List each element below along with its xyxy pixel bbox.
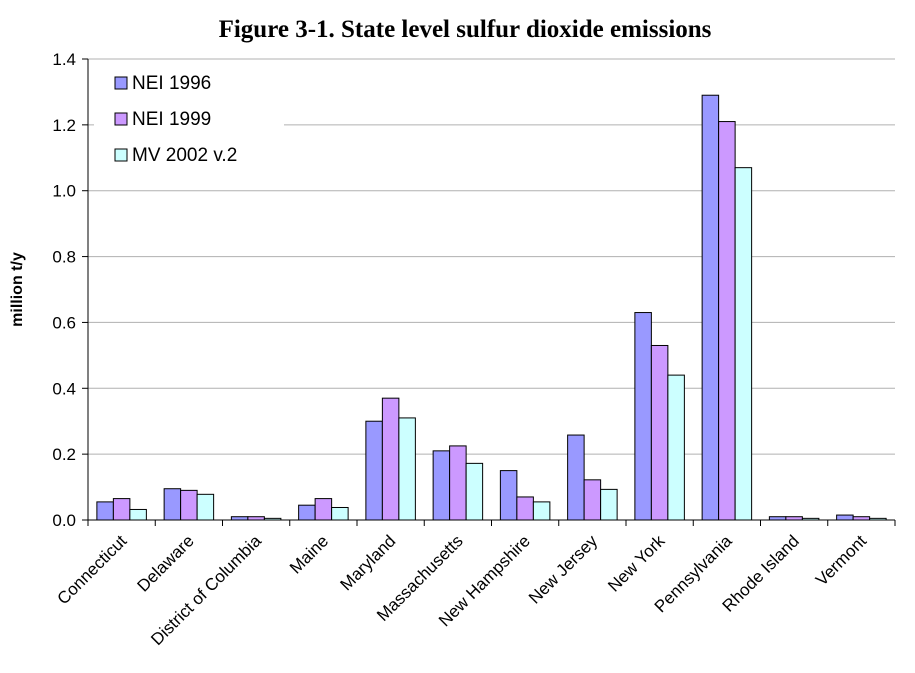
bar [365,420,383,521]
bar [112,498,131,521]
bar [634,312,652,521]
y-axis-label: million t/y [9,252,26,327]
bar [600,488,618,521]
y-tick-label: 0.6 [52,313,76,332]
bar [667,374,685,521]
y-tick-labels: 0.0 0.2 0.4 0.6 0.8 1.0 1.2 1.4 [52,50,76,530]
x-tick-label: District of Columbia [147,531,265,649]
bar [449,445,467,521]
bar [163,488,182,521]
bar [180,489,198,521]
bar [836,514,854,521]
y-tick-label: 1.0 [52,182,76,201]
bar [331,506,349,521]
legend: NEI 1996 NEI 1999 MV 2002 v.2 [94,67,284,185]
bar [567,434,585,521]
bar [734,167,753,521]
bar [701,94,720,521]
axes [82,58,896,526]
bar [381,397,400,521]
bar [196,493,215,521]
x-tick-label: Maryland [337,531,400,594]
bar [432,450,451,521]
legend-label: NEI 1999 [132,109,211,130]
bar [650,344,669,521]
bars [96,94,887,521]
y-tick-label: 0.2 [52,445,76,464]
y-tick-label: 1.4 [52,50,76,69]
legend-swatch [114,76,128,90]
bar [499,470,518,521]
y-tick-label: 1.2 [52,116,76,135]
legend-swatch [114,112,128,126]
x-tick-label: Maine [286,531,332,577]
chart-title: Figure 3-1. State level sulfur dioxide e… [219,16,712,43]
bar [398,417,416,521]
x-tick-label: Connecticut [54,531,131,608]
bar [96,501,114,521]
bar [298,504,316,521]
x-tick-label: Vermont [812,531,870,589]
x-tick-label: New Jersey [525,531,602,608]
bar [718,121,736,521]
bar [516,496,534,521]
bar [465,462,484,521]
y-tick-label: 0.4 [52,379,76,398]
legend-label: NEI 1996 [132,73,211,94]
x-tick-label: Delaware [133,531,197,595]
bar [583,479,602,521]
y-tick-label: 0.0 [52,511,76,530]
legend-swatch [114,148,128,162]
bar [532,501,551,521]
bar [314,498,333,521]
legend-label: MV 2002 v.2 [132,145,237,166]
bar [129,508,147,521]
y-tick-label: 0.8 [52,248,76,267]
x-tick-label: New York [604,531,669,596]
